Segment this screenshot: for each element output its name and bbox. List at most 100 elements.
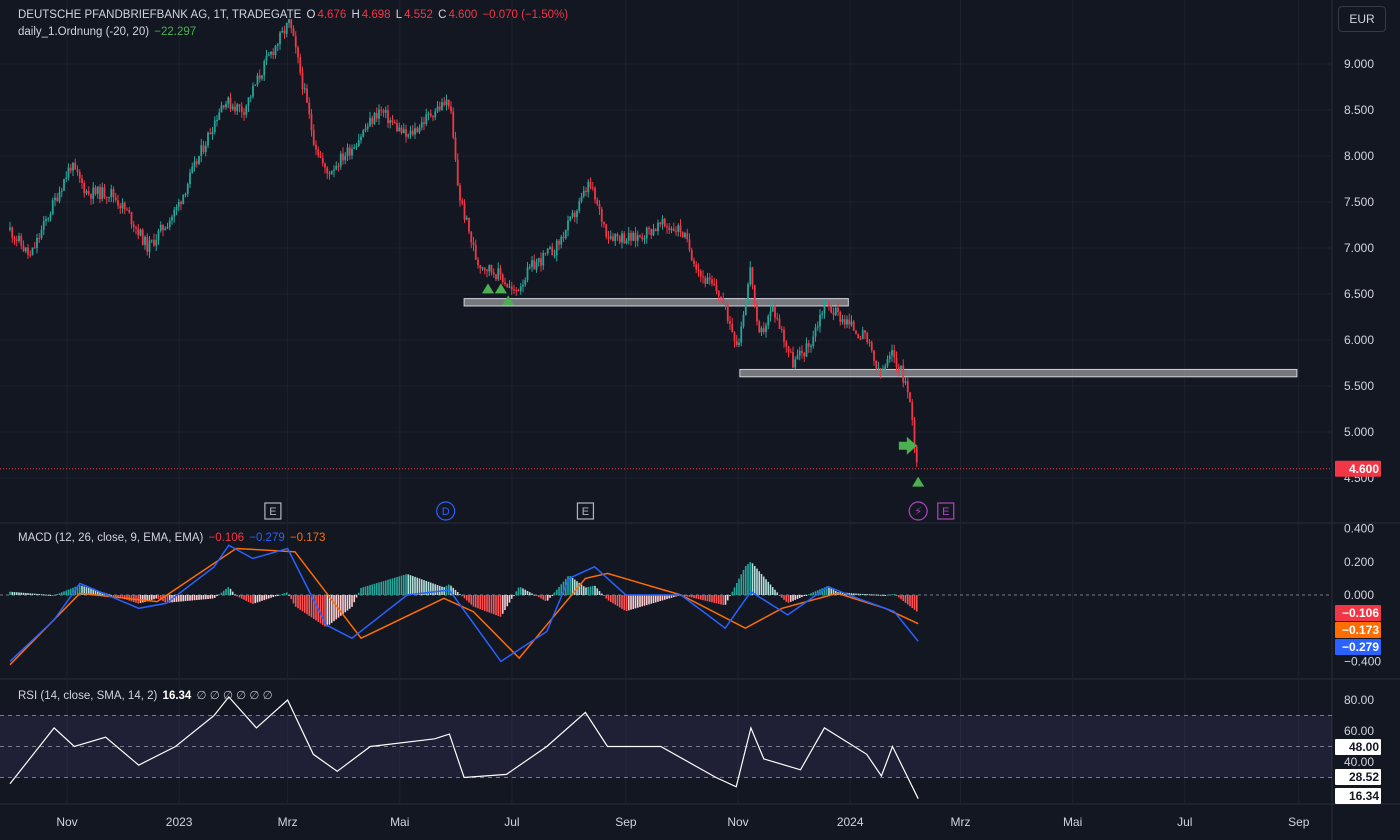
candle-body	[697, 269, 700, 272]
candle-body	[636, 235, 639, 241]
currency-button[interactable]: EUR	[1338, 6, 1386, 32]
candle-body	[128, 210, 131, 213]
macd-histogram-bar	[423, 580, 425, 595]
candle-body	[402, 129, 405, 134]
macd-histogram-bar	[227, 587, 230, 595]
candle-body	[780, 328, 783, 330]
event-earnings-upcoming[interactable]: E	[937, 502, 955, 520]
macd-histogram-bar	[54, 594, 56, 596]
macd-histogram-bar	[18, 592, 20, 595]
macd-histogram-bar	[60, 592, 63, 595]
event-markers[interactable]: E D E ⚡ E	[264, 501, 955, 521]
candle-body	[859, 338, 862, 340]
candle-body	[771, 306, 774, 312]
rsi-value-badge-bg	[1335, 788, 1381, 804]
candle-body	[459, 185, 461, 201]
event-split[interactable]: ⚡	[908, 501, 928, 521]
macd-histogram-bar	[783, 595, 785, 600]
candle-body	[866, 332, 869, 343]
candle-body	[762, 328, 765, 332]
candle-body	[477, 259, 479, 266]
rsi-title: RSI (14, close, SMA, 14, 2)	[18, 690, 158, 702]
candle-body	[249, 96, 252, 98]
macd-hist-badge: −0.106	[1342, 606, 1379, 620]
macd-line-badge-bg	[1335, 639, 1381, 655]
macd-histogram-bar	[749, 562, 752, 595]
macd-histogram-bar	[150, 595, 153, 600]
candle-body	[542, 252, 545, 266]
candle-body	[252, 85, 254, 97]
macd-histogram-bar	[45, 594, 47, 596]
macd-histogram-bar	[177, 595, 180, 602]
macd-histogram-bar	[720, 595, 722, 605]
macd-hist-value: −0.106	[208, 532, 245, 544]
macd-histogram-bar	[321, 595, 324, 625]
event-dividend[interactable]: D	[436, 501, 456, 521]
macd-histogram-bar	[722, 595, 725, 605]
macd-histogram-bar	[726, 595, 729, 601]
candle-body	[801, 350, 803, 353]
candle-body	[108, 197, 110, 199]
candle-body	[904, 381, 907, 383]
macd-histogram-bar	[330, 595, 333, 623]
candle-body	[758, 321, 761, 333]
candle-body	[513, 289, 515, 291]
macd-histogram-bar	[456, 592, 459, 595]
candle-body	[776, 317, 779, 319]
macd-histogram-bar	[470, 595, 473, 605]
candle-body	[569, 216, 572, 221]
macd-tick: 0.400	[1344, 522, 1374, 536]
candle-body	[364, 128, 367, 131]
event-earnings[interactable]: E	[576, 502, 595, 520]
macd-histogram-bar	[76, 585, 79, 595]
macd-histogram-bar	[416, 577, 419, 595]
candle-body	[344, 155, 347, 161]
macd-histogram-bar	[258, 595, 261, 602]
candle-body	[99, 186, 101, 200]
candle-body	[438, 106, 441, 110]
macd-histogram-bar	[562, 581, 565, 595]
macd-histogram-bar	[474, 595, 477, 608]
macd-histogram-bar	[670, 595, 673, 598]
macd-histogram-bar	[389, 579, 392, 595]
macd-histogram-bar	[218, 594, 221, 596]
candle-body	[63, 179, 65, 191]
macd-title: MACD (12, 26, close, 9, EMA, EMA)	[18, 532, 204, 544]
macd-hist-badge-bg	[1335, 605, 1381, 621]
event-badge-frame	[436, 501, 456, 521]
macd-histogram-bar	[337, 595, 340, 618]
macd-histogram-bar	[407, 574, 410, 595]
candle-body	[317, 149, 320, 156]
macd-histogram-bar	[787, 595, 790, 603]
candle-body	[191, 166, 194, 173]
macd-histogram-bar	[877, 594, 880, 596]
candle-body	[585, 190, 587, 193]
rsi-sma-badge-bg	[1335, 739, 1381, 755]
macd-histogram-bar	[875, 594, 878, 596]
candle-body	[888, 355, 891, 360]
macd-histogram-bar	[702, 595, 704, 601]
macd-histogram-bar	[623, 595, 626, 611]
candle-body	[72, 162, 74, 171]
candle-body	[288, 19, 290, 24]
event-earnings[interactable]: E	[264, 502, 282, 520]
candle-body	[177, 202, 180, 207]
price-tick: 7.500	[1344, 195, 1374, 209]
macd-histogram-bar	[558, 586, 560, 595]
macd-histogram-bar	[263, 595, 266, 601]
candle-body	[297, 47, 299, 58]
macd-histogram-bar	[571, 577, 574, 595]
macd-histogram-bar	[391, 578, 394, 595]
macd-histogram-bar	[497, 595, 500, 616]
macd-histogram-bar	[245, 595, 248, 601]
macd-histogram-bar	[508, 595, 511, 603]
candle-body	[24, 247, 27, 252]
candle-body	[31, 247, 34, 256]
candle-body	[141, 229, 144, 245]
candle-body	[301, 72, 304, 90]
macd-histogram-bar	[168, 595, 171, 603]
macd-histogram-bar	[285, 592, 288, 595]
macd-histogram-bar	[333, 595, 335, 622]
macd-line	[9, 544, 919, 663]
